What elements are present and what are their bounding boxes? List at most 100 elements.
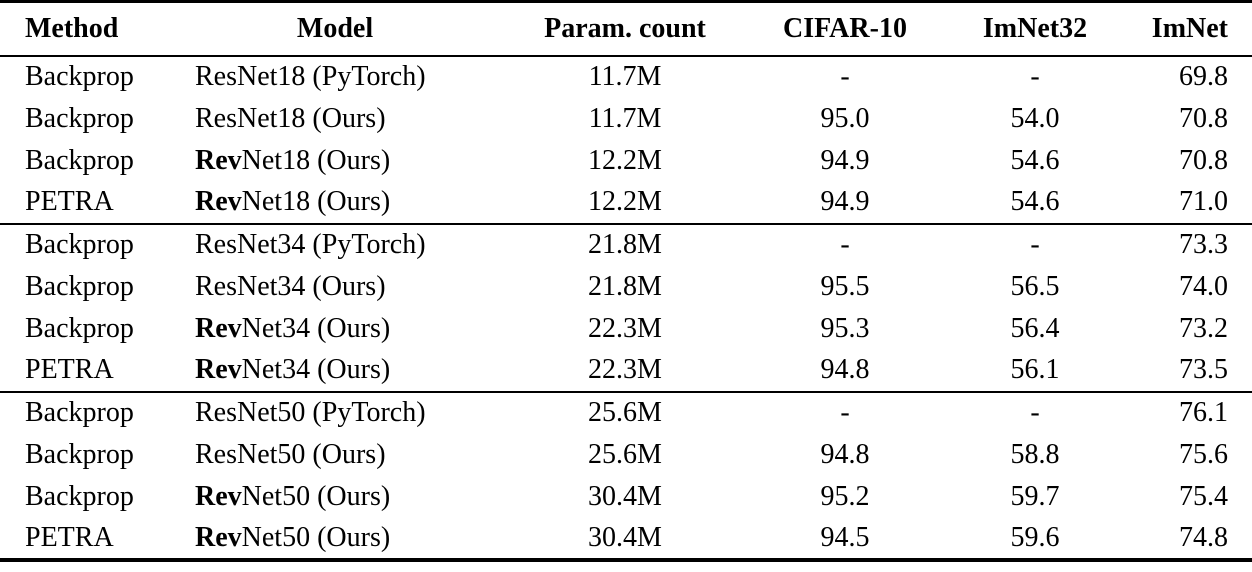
col-header-cifar10: CIFAR-10 bbox=[783, 12, 907, 44]
table-row: Backprop ResNet34 (Ours) 21.8M 95.5 56.5 74.0 bbox=[0, 266, 1252, 308]
cell-imnet32: 54.6 bbox=[1010, 186, 1060, 217]
cell-model: RevNet18 (Ours) bbox=[195, 186, 391, 217]
cell-param-count: 21.8M bbox=[588, 229, 662, 260]
cell-model: RevNet34 (Ours) bbox=[195, 354, 391, 385]
cell-imnet32: 54.0 bbox=[1010, 102, 1060, 134]
table-row: Backprop RevNet34 (Ours) 22.3M 95.3 56.4 73.2 bbox=[0, 308, 1252, 350]
cell-method: Backprop bbox=[25, 61, 134, 92]
cell-model: RevNet34 (Ours) bbox=[195, 312, 391, 344]
cell-method: PETRA bbox=[25, 186, 114, 217]
cell-cifar10: - bbox=[840, 61, 850, 92]
table-row: Backprop ResNet18 (Ours) 11.7M 95.0 54.0 70.8 bbox=[0, 98, 1252, 140]
cell-method: Backprop bbox=[25, 144, 134, 176]
cell-imnet32: 56.5 bbox=[1010, 270, 1060, 302]
cell-imnet: 73.3 bbox=[1179, 229, 1228, 260]
col-header-method: Method bbox=[25, 12, 119, 44]
cell-imnet: 75.6 bbox=[1179, 438, 1228, 470]
table-row: Backprop ResNet18 (PyTorch) 11.7M - - 69.8 bbox=[0, 56, 1252, 98]
cell-model: RevNet50 (Ours) bbox=[195, 480, 391, 512]
cell-model: ResNet50 (Ours) bbox=[195, 438, 386, 470]
col-header-model: Model bbox=[296, 12, 374, 44]
cell-param-count: 22.3M bbox=[588, 354, 662, 385]
cell-param-count: 25.6M bbox=[588, 438, 662, 470]
model-bold-prefix: Rev bbox=[195, 480, 242, 512]
cell-imnet32: - bbox=[1030, 229, 1040, 260]
cell-method: Backprop bbox=[25, 270, 134, 302]
cell-imnet32: 59.6 bbox=[1010, 521, 1060, 553]
cell-imnet32: 54.6 bbox=[1010, 144, 1060, 176]
cell-imnet: 69.8 bbox=[1179, 61, 1228, 92]
cell-imnet: 73.5 bbox=[1179, 354, 1228, 385]
cell-param-count: 12.2M bbox=[588, 186, 662, 217]
col-header-imnet: ImNet bbox=[1151, 12, 1228, 44]
model-bold-prefix: Rev bbox=[195, 312, 242, 344]
col-header-params: Param. count bbox=[544, 12, 706, 44]
cell-param-count: 11.7M bbox=[588, 102, 662, 134]
row-group-3: Backprop ResNet50 (PyTorch) 25.6M - - 76.1 Bac… bbox=[0, 391, 1252, 560]
cell-imnet32: 56.4 bbox=[1010, 312, 1060, 344]
cell-param-count: 30.4M bbox=[588, 521, 662, 553]
cell-cifar10: 94.5 bbox=[820, 521, 870, 553]
cell-cifar10: 94.9 bbox=[820, 144, 870, 176]
table-row: Backprop ResNet50 (PyTorch) 25.6M - - 76.1 bbox=[0, 392, 1252, 434]
cell-imnet32: 58.8 bbox=[1010, 438, 1060, 470]
cell-cifar10: 95.0 bbox=[820, 102, 870, 134]
table-row: Backprop ResNet34 (PyTorch) 21.8M - - 73.3 bbox=[0, 224, 1252, 266]
cell-model: RevNet50 (Ours) bbox=[195, 521, 391, 553]
cell-model: RevNet18 (Ours) bbox=[195, 144, 391, 176]
cell-imnet: 76.1 bbox=[1179, 397, 1228, 428]
cell-method: Backprop bbox=[25, 438, 134, 470]
table-row: Backprop RevNet18 (Ours) 12.2M 94.9 54.6 70.8 bbox=[0, 140, 1252, 182]
row-group-1: Backprop ResNet18 (PyTorch) 11.7M - -69.8 Bac… bbox=[0, 56, 1252, 224]
cell-imnet32: - bbox=[1030, 397, 1040, 428]
row-group-2: Backprop ResNet34 (PyTorch) 21.8M - -73.3 Bac… bbox=[0, 223, 1252, 392]
cell-imnet: 71.0 bbox=[1179, 186, 1228, 217]
cell-cifar10: - bbox=[840, 397, 850, 428]
table-row: PETRA RevNet18 (Ours) 12.2M 94.9 54.6 71.0 bbox=[0, 182, 1252, 224]
cell-method: Backprop bbox=[25, 312, 134, 344]
cell-model: ResNet34 (Ours) bbox=[195, 270, 386, 302]
model-bold-prefix: Rev bbox=[195, 521, 242, 553]
model-bold-prefix: Rev bbox=[195, 186, 242, 217]
table-header: Method Model Param. count CIFAR-10 ImNet… bbox=[0, 2, 1252, 56]
cell-model: ResNet34 (PyTorch) bbox=[195, 229, 426, 260]
cell-param-count: 21.8M bbox=[588, 270, 662, 302]
cell-model: ResNet50 (PyTorch) bbox=[195, 397, 426, 428]
cell-imnet: 74.0 bbox=[1179, 270, 1228, 302]
cell-cifar10: 94.9 bbox=[820, 186, 870, 217]
model-bold-prefix: Rev bbox=[195, 354, 242, 385]
table-row: Backprop RevNet50 (Ours) 30.4M 95.2 59.7 75.4 bbox=[0, 476, 1252, 518]
table-row: PETRA RevNet34 (Ours) 22.3M 94.8 56.1 73.5 bbox=[0, 350, 1252, 392]
cell-imnet32: 56.1 bbox=[1010, 354, 1060, 385]
header-row: Method Model Param. count CIFAR-10 ImNet… bbox=[0, 2, 1252, 56]
cell-cifar10: 95.5 bbox=[820, 270, 870, 302]
cell-cifar10: 95.3 bbox=[820, 312, 870, 344]
cell-method: Backprop bbox=[25, 480, 134, 512]
cell-param-count: 22.3M bbox=[588, 312, 662, 344]
cell-method: PETRA bbox=[25, 521, 114, 553]
cell-param-count: 12.2M bbox=[588, 144, 662, 176]
cell-cifar10: - bbox=[840, 229, 850, 260]
cell-method: PETRA bbox=[25, 354, 114, 385]
cell-cifar10: 94.8 bbox=[820, 438, 870, 470]
cell-cifar10: 95.2 bbox=[820, 480, 870, 512]
cell-imnet: 70.8 bbox=[1179, 102, 1228, 134]
cell-cifar10: 94.8 bbox=[820, 354, 870, 385]
cell-imnet32: 59.7 bbox=[1010, 480, 1060, 512]
cell-model: ResNet18 (Ours) bbox=[195, 102, 386, 134]
cell-param-count: 25.6M bbox=[588, 397, 662, 428]
cell-method: Backprop bbox=[25, 229, 134, 260]
cell-param-count: 11.7M bbox=[588, 61, 662, 92]
cell-model: ResNet18 (PyTorch) bbox=[195, 61, 426, 92]
model-bold-prefix: Rev bbox=[195, 144, 242, 176]
cell-imnet: 73.2 bbox=[1179, 312, 1228, 344]
table-row: PETRA RevNet50 (Ours) 30.4M 94.5 59.6 74.8 bbox=[0, 518, 1252, 560]
cell-param-count: 30.4M bbox=[588, 480, 662, 512]
cell-imnet: 74.8 bbox=[1179, 521, 1228, 553]
cell-imnet32: - bbox=[1030, 61, 1040, 92]
cell-imnet: 75.4 bbox=[1179, 480, 1228, 512]
cell-method: Backprop bbox=[25, 102, 134, 134]
table-row: Backprop ResNet50 (Ours) 25.6M 94.8 58.8 75.6 bbox=[0, 434, 1252, 476]
